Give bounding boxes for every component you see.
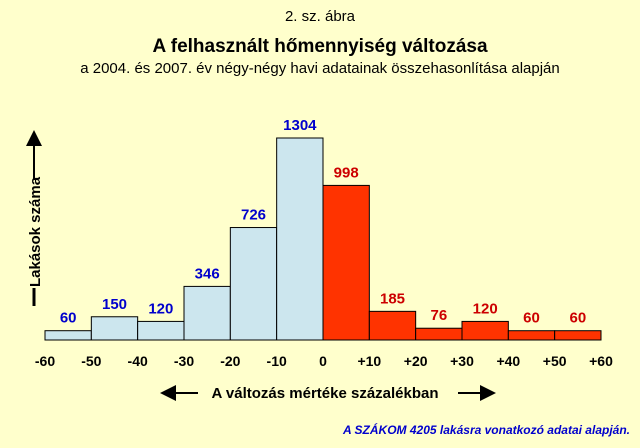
footnote: A SZÁKOM 4205 lakásra vonatkozó adatai a… (343, 423, 630, 437)
bar-4 (229, 227, 278, 341)
bar-3 (183, 285, 231, 341)
x-tick-label-0: -60 (35, 353, 55, 369)
x-tick-label-5: -10 (267, 353, 287, 369)
bar-value-label-9: 120 (473, 300, 498, 317)
x-tick-label-11: +50 (543, 353, 567, 369)
x-tick-label-8: +20 (404, 353, 428, 369)
bar-1 (90, 316, 139, 341)
bar-value-label-10: 60 (523, 310, 540, 327)
bar-value-label-11: 60 (569, 310, 586, 327)
bar-value-label-2: 120 (148, 300, 173, 317)
bar-0 (44, 330, 92, 341)
bar-value-label-4: 726 (241, 207, 266, 224)
bar-5 (276, 137, 324, 341)
x-tick-label-1: -50 (81, 353, 101, 369)
chart-subtitle: a 2004. és 2007. év négy-négy havi adata… (80, 60, 560, 77)
chart-title: A felhasznált hőmennyiség változása (152, 36, 488, 57)
bar-value-label-3: 346 (195, 265, 220, 282)
figure-label: 2. sz. ábra (284, 8, 356, 25)
y-axis-label: Lakások száma (27, 176, 44, 287)
bar-9 (461, 320, 509, 341)
bar-value-label-8: 76 (430, 307, 447, 324)
bar-8 (415, 327, 463, 341)
x-tick-label-7: +10 (357, 353, 381, 369)
bar-value-label-7: 185 (380, 290, 405, 307)
x-tick-label-3: -30 (174, 353, 194, 369)
x-tick-label-4: -20 (220, 353, 240, 369)
x-tick-label-10: +40 (496, 353, 520, 369)
x-tick-label-6: 0 (319, 353, 327, 369)
bar-value-label-1: 150 (102, 296, 127, 313)
bar-value-label-6: 998 (334, 164, 359, 181)
x-axis-label: A változás mértéke százalékban (211, 385, 438, 402)
x-tick-label-9: +30 (450, 353, 474, 369)
bar-11 (554, 330, 602, 341)
bar-6 (322, 184, 370, 341)
bar-value-label-0: 60 (60, 310, 77, 327)
x-tick-label-2: -40 (128, 353, 148, 369)
x-tick-label-12: +60 (589, 353, 613, 369)
bar-value-label-5: 1304 (283, 117, 317, 134)
bar-2 (137, 320, 185, 341)
bar-10 (507, 330, 556, 341)
bar-7 (368, 310, 417, 341)
